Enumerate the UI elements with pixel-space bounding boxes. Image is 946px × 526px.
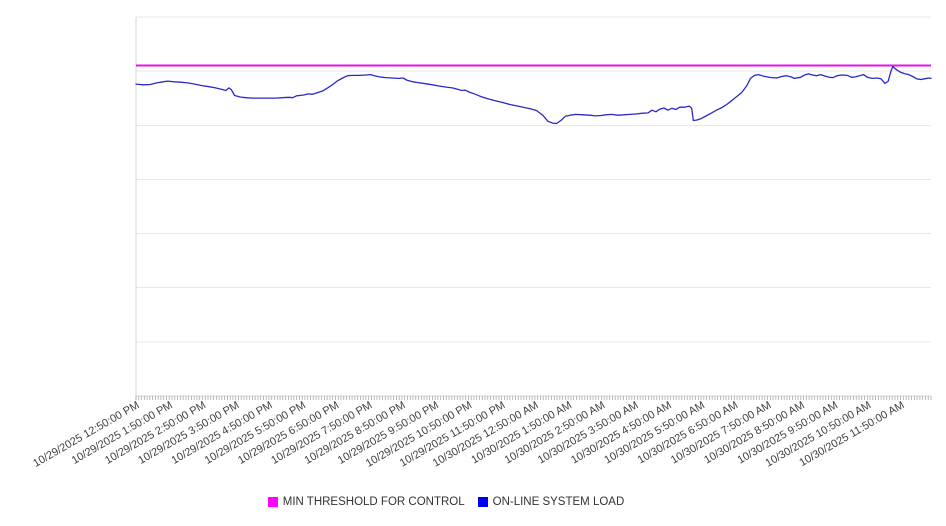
x-axis-minor-ticks [135, 396, 932, 400]
legend-swatch-min-threshold-icon [267, 497, 278, 507]
chart-legend: MIN THRESHOLD FOR CONTROL ON-LINE SYSTEM… [0, 496, 892, 508]
legend-item-system-load[interactable]: ON-LINE SYSTEM LOAD [477, 496, 625, 508]
gridlines [136, 16, 931, 397]
legend-label-min-threshold: MIN THRESHOLD FOR CONTROL [282, 496, 465, 508]
system-load-line [135, 65, 932, 125]
legend-swatch-system-load-icon [477, 497, 488, 507]
legend-label-system-load: ON-LINE SYSTEM LOAD [492, 496, 625, 508]
legend-item-min-threshold[interactable]: MIN THRESHOLD FOR CONTROL [267, 496, 465, 508]
